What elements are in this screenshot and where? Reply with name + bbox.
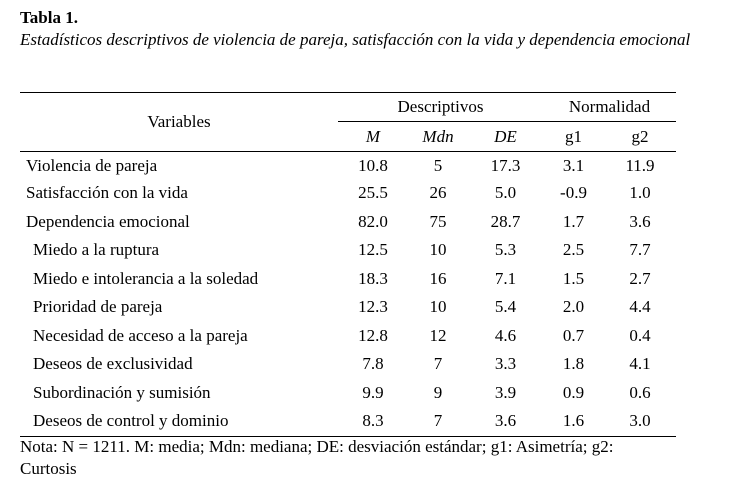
row-de: 3.3	[494, 354, 517, 374]
row-g2: 11.9	[625, 155, 655, 175]
table-header-column-row: M Mdn DE g1 g2	[20, 121, 676, 152]
row-g1: 1.6	[543, 407, 604, 437]
row-variable: Miedo e intolerancia a la soledad	[33, 268, 259, 288]
row-variable: Miedo a la ruptura	[33, 240, 160, 260]
header-de: DE	[468, 121, 543, 152]
row-g2: 2.7	[629, 268, 651, 288]
table-row: Violencia de pareja 10.8 5 17.3 3.1 11.9	[20, 152, 676, 180]
row-mdn: 16	[429, 268, 447, 288]
row-m: 9.9	[362, 382, 384, 402]
row-mdn: 5	[433, 155, 443, 175]
row-de: 17.3	[490, 155, 521, 175]
header-m: M	[338, 121, 408, 152]
descriptive-statistics-table: Variables Descriptivos Normalidad M Mdn …	[20, 92, 676, 437]
table-row: Satisfacción con la vida 25.5 26 5.0 -0.…	[20, 179, 676, 208]
row-mdn: 26	[429, 183, 447, 203]
row-mdn: 7	[408, 407, 468, 437]
table-note: Nota: N = 1211. M: media; Mdn: mediana; …	[20, 437, 614, 478]
row-g1: 1.5	[562, 268, 585, 288]
row-mdn: 12	[429, 325, 447, 345]
header-group-descriptivos-label: Descriptivos	[397, 97, 484, 116]
row-g2: 7.7	[629, 240, 651, 260]
table-row: Subordinación y sumisión 9.9 9 3.9 0.9 0…	[20, 379, 676, 408]
header-mdn: Mdn	[408, 121, 468, 152]
header-variables: Variables	[20, 92, 338, 152]
row-variable: Deseos de control y dominio	[20, 407, 338, 437]
row-de: 3.9	[494, 382, 517, 402]
row-variable: Necesidad de acceso a la pareja	[33, 325, 248, 345]
row-de: 5.3	[494, 240, 517, 260]
row-variable: Violencia de pareja	[26, 155, 158, 175]
table-row: Necesidad de acceso a la pareja 12.8 12 …	[20, 322, 676, 351]
row-mdn: 9	[433, 382, 443, 402]
row-g2: 3.0	[604, 407, 676, 437]
row-m: 12.8	[358, 325, 388, 345]
table-row: Prioridad de pareja 12.3 10 5.4 2.0 4.4	[20, 293, 676, 322]
row-de: 7.1	[494, 268, 517, 288]
table-row: Deseos de control y dominio 8.3 7 3.6 1.…	[20, 407, 676, 437]
header-group-normalidad: Normalidad	[543, 92, 676, 122]
row-mdn: 7	[433, 354, 443, 374]
row-m: 10.8	[358, 155, 388, 175]
row-de: 3.6	[468, 407, 543, 437]
row-g1: 0.9	[562, 382, 585, 402]
row-variable: Subordinación y sumisión	[33, 382, 211, 402]
row-m: 7.8	[362, 354, 384, 374]
table-label: Tabla 1.	[20, 8, 78, 27]
row-g1: 2.5	[562, 240, 585, 260]
table-header-group-row: Variables Descriptivos Normalidad	[20, 92, 676, 152]
table-caption: Estadísticos descriptivos de violencia d…	[20, 30, 691, 49]
row-variable: Deseos de exclusividad	[33, 354, 193, 374]
header-group-descriptivos: Descriptivos	[338, 92, 543, 122]
row-de: 4.6	[494, 325, 517, 345]
row-g2: 0.4	[629, 325, 651, 345]
row-m: 8.3	[338, 407, 408, 437]
table-row: Miedo e intolerancia a la soledad 18.3 1…	[20, 265, 676, 294]
row-g2: 4.1	[629, 354, 651, 374]
row-mdn: 10	[429, 240, 447, 260]
row-m: 12.5	[358, 240, 388, 260]
row-de: 28.7	[490, 211, 521, 231]
row-de: 5.4	[494, 297, 517, 317]
row-m: 18.3	[358, 268, 388, 288]
row-g2: 0.6	[629, 382, 651, 402]
row-g1: 1.7	[562, 211, 585, 231]
row-g1: 0.7	[562, 325, 585, 345]
row-mdn: 75	[429, 211, 447, 231]
table-row: Deseos de exclusividad 7.8 7 3.3 1.8 4.1	[20, 350, 676, 379]
row-mdn: 10	[429, 297, 447, 317]
row-g1: 1.8	[562, 354, 585, 374]
header-g1: g1	[543, 121, 604, 152]
row-de: 5.0	[494, 183, 517, 203]
row-m: 12.3	[358, 297, 388, 317]
row-g1: -0.9	[560, 183, 587, 203]
row-m: 82.0	[358, 211, 388, 231]
row-variable: Prioridad de pareja	[33, 297, 163, 317]
header-g2: g2	[604, 121, 676, 152]
row-g2: 4.4	[629, 297, 651, 317]
table-row: Miedo a la ruptura 12.5 10 5.3 2.5 7.7	[20, 236, 676, 265]
row-variable: Dependencia emocional	[26, 211, 190, 231]
table-row: Dependencia emocional 82.0 75 28.7 1.7 3…	[20, 208, 676, 237]
row-g2: 3.6	[629, 211, 651, 231]
row-g1: 3.1	[562, 155, 585, 175]
row-variable: Satisfacción con la vida	[26, 183, 188, 203]
header-group-normalidad-label: Normalidad	[568, 97, 651, 116]
row-g2: 1.0	[629, 183, 651, 203]
row-m: 25.5	[358, 183, 388, 203]
row-g1: 2.0	[562, 297, 585, 317]
